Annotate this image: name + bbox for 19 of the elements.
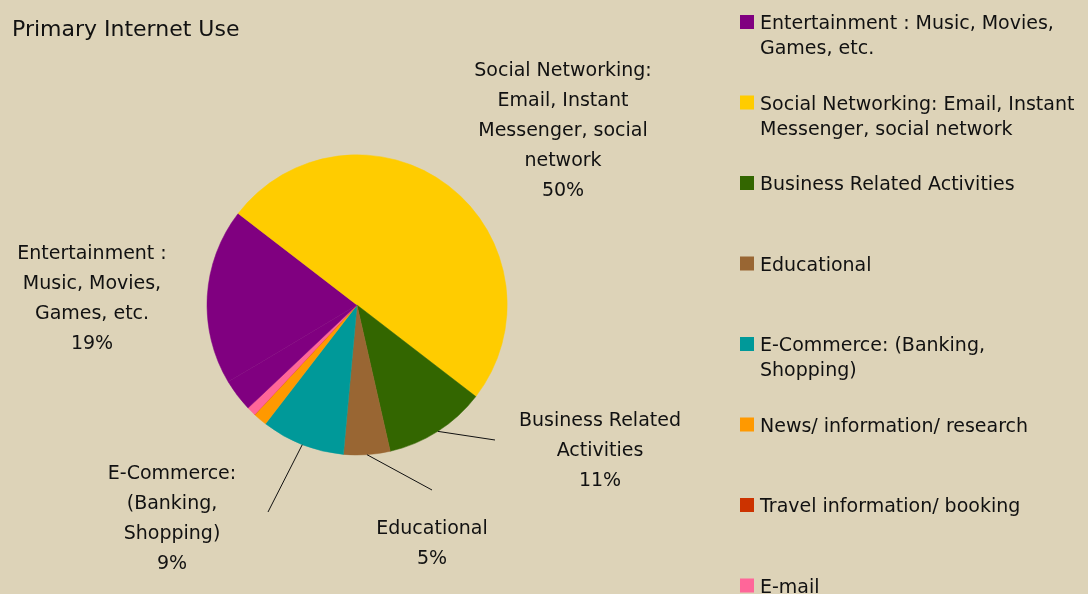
slice-label: Social Networking: Email, Instant Messenger, social network <box>474 58 652 170</box>
data-label: 9% <box>156 551 188 573</box>
legend-label: E-Commerce: (Banking, Shopping) <box>760 333 985 380</box>
legend-label: Travel information/ booking <box>759 494 1021 516</box>
slice-label: E-Commerce: (Banking, Shopping) <box>107 461 237 543</box>
data-label: 50% <box>541 178 585 200</box>
data-label: 19% <box>70 331 114 353</box>
legend-label: E-mail <box>760 574 820 594</box>
legend-label: Educational <box>760 252 872 275</box>
slice-label: Educational <box>376 516 488 538</box>
legend-label: Entertainment : Music, Movies, Games, etc. <box>760 11 1054 58</box>
data-label: 5% <box>416 546 448 568</box>
chart-title: Primary Internet Use <box>12 16 240 41</box>
slice-label: Business Related Activities <box>519 408 681 460</box>
slice-label: Entertainment : Music, Movies, Games, etc. <box>17 241 167 323</box>
data-label: 11% <box>578 468 622 490</box>
legend-label: News/ information/ research <box>760 413 1029 436</box>
legend-label: Business Related Activities <box>760 172 1015 194</box>
legend-label: Social Networking: Email, Instant Messenger, social network <box>760 91 1075 139</box>
